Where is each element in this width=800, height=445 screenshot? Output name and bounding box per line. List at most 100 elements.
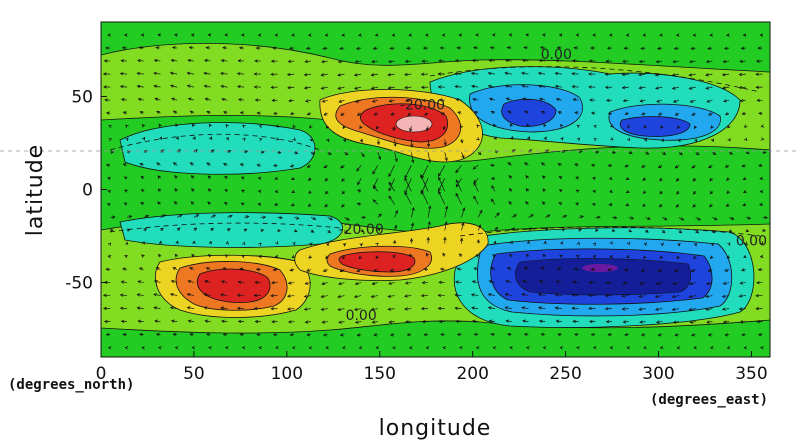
wind-vector <box>455 178 462 188</box>
wind-vector-head <box>295 216 300 220</box>
wind-vector-head <box>424 33 429 37</box>
wind-vector <box>689 282 696 285</box>
wind-vector-head <box>406 268 411 272</box>
wind-vector-head <box>404 85 408 90</box>
wind-vector-head <box>387 73 392 77</box>
wind-vector-head <box>279 215 283 220</box>
wind-vector-head <box>747 216 752 220</box>
wind-vector-head <box>438 187 442 192</box>
wind-vector-head <box>638 73 642 77</box>
wind-vector-head <box>324 33 329 37</box>
wind-vector-head <box>208 254 212 258</box>
wind-vector-head <box>337 86 342 90</box>
wind-vector <box>505 59 512 62</box>
wind-vector-head <box>580 215 585 219</box>
wind-vector <box>327 217 333 221</box>
wind-vector-head <box>705 294 709 299</box>
wind-vector <box>394 152 398 162</box>
wind-vector-head <box>674 333 679 337</box>
wind-vector <box>204 85 211 88</box>
x-tick-label: 300 <box>642 364 674 384</box>
wind-vector-head <box>688 307 693 311</box>
wind-vector-head <box>524 110 528 114</box>
wind-vector-head <box>623 46 628 50</box>
wind-vector-head <box>272 333 277 337</box>
wind-vector-head <box>472 166 477 170</box>
wind-vector-head <box>693 255 697 260</box>
wind-vector-head <box>755 307 759 311</box>
wind-vector-head <box>671 73 676 77</box>
wind-vector-head <box>505 97 510 101</box>
wind-vector-head <box>344 151 349 156</box>
wind-vector-head <box>454 72 458 76</box>
wind-vector-head <box>274 254 279 259</box>
wind-vector-head <box>692 191 697 195</box>
wind-vector-head <box>172 162 177 166</box>
wind-vector-head <box>659 177 663 182</box>
wind-vector-head <box>728 229 733 233</box>
wind-vector <box>489 59 496 62</box>
wind-vector-head <box>177 149 182 153</box>
wind-vector-head <box>291 345 296 350</box>
wind-vector <box>337 295 345 298</box>
wind-vector-head <box>356 202 361 206</box>
wind-vector <box>221 98 228 101</box>
wind-vector-head <box>707 46 711 50</box>
wind-vector <box>572 294 579 296</box>
wind-vector <box>389 321 395 323</box>
wind-vector-head <box>272 267 277 272</box>
wind-vector-head <box>578 228 582 232</box>
wind-vector <box>394 225 397 231</box>
wind-vector-head <box>337 307 341 311</box>
wind-vector-head <box>137 97 142 102</box>
wind-vector-head <box>488 280 493 284</box>
wind-vector-head <box>153 58 158 63</box>
wind-vector-head <box>274 33 279 37</box>
wind-vector-head <box>220 71 224 76</box>
wind-vector <box>722 308 730 310</box>
wind-vector-head <box>256 163 261 167</box>
wind-vector-head <box>455 192 459 197</box>
wind-vector <box>410 152 414 163</box>
wind-vector-head <box>629 151 633 155</box>
wind-vector-head <box>626 241 630 246</box>
wind-vector-head <box>186 71 191 75</box>
wind-vector-head <box>175 123 179 127</box>
wind-vector <box>388 86 395 89</box>
wind-vector <box>337 308 345 311</box>
wind-vector-head <box>408 345 413 350</box>
wind-vector-head <box>454 293 458 297</box>
wind-vector-head <box>764 215 769 220</box>
wind-vector-head <box>707 333 712 337</box>
wind-vector-head <box>689 59 693 64</box>
wind-vector-head <box>291 189 296 194</box>
wind-vector-head <box>119 306 124 310</box>
wind-vector-head <box>440 111 445 116</box>
wind-vector <box>639 282 646 285</box>
wind-vector <box>455 281 462 283</box>
wind-vector-head <box>597 215 601 219</box>
wind-vector <box>187 72 194 75</box>
contour-label: 0.00 <box>541 47 572 63</box>
wind-vector-head <box>641 112 645 116</box>
wind-vector-head <box>574 163 578 167</box>
wind-vector-head <box>189 162 194 166</box>
wind-vector-head <box>611 228 616 233</box>
wind-vector <box>171 98 178 101</box>
wind-vector-head <box>342 242 347 247</box>
wind-vector-head <box>158 123 162 128</box>
wind-vector-head <box>488 319 493 323</box>
wind-vector-head <box>272 46 276 50</box>
wind-vector-head <box>674 112 679 116</box>
wind-vector-head <box>657 164 662 169</box>
wind-vector-head <box>437 85 442 89</box>
wind-vector <box>388 195 395 205</box>
wind-vector-head <box>174 253 179 258</box>
wind-vector-head <box>341 33 346 37</box>
wind-vector-head <box>710 138 714 143</box>
wind-vector-head <box>421 175 425 179</box>
wind-vector-head <box>661 229 666 234</box>
wind-vector <box>394 210 398 218</box>
wind-vector <box>373 178 379 189</box>
contour-label: -20.00 <box>339 222 384 238</box>
